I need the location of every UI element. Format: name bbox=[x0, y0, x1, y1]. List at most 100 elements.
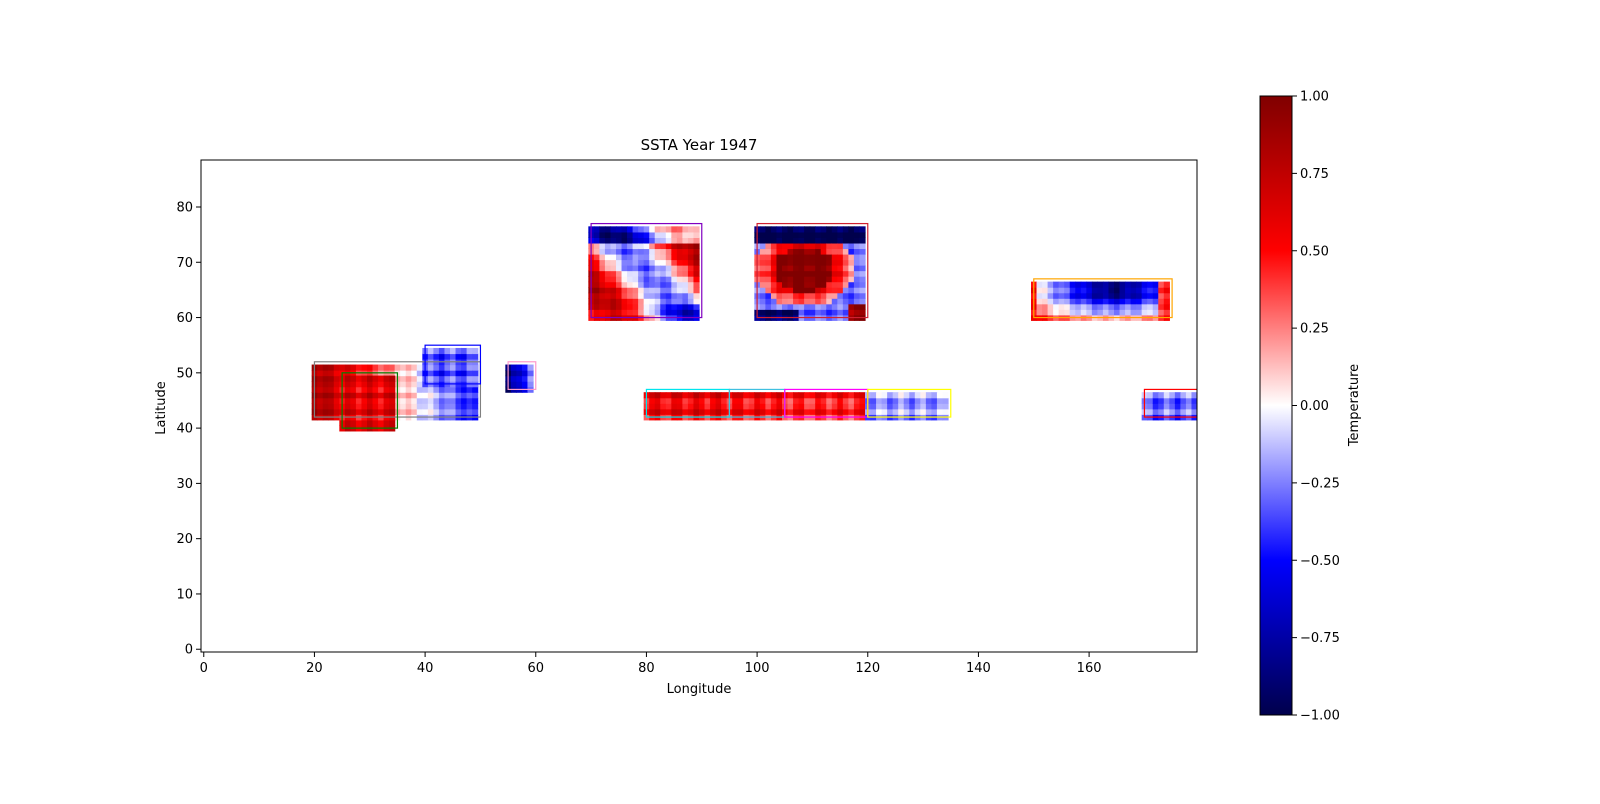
heatmap-cell bbox=[793, 237, 800, 244]
heatmap-cell bbox=[776, 237, 783, 244]
heatmap-cell bbox=[627, 281, 634, 288]
heatmap-cell bbox=[909, 397, 916, 404]
heatmap-cell bbox=[521, 370, 529, 377]
heatmap-cell bbox=[599, 276, 606, 283]
heatmap-cell bbox=[710, 408, 717, 415]
heatmap-cell bbox=[654, 303, 661, 310]
heatmap-cell bbox=[405, 375, 412, 382]
heatmap-cell bbox=[638, 276, 645, 283]
heatmap-cell bbox=[898, 408, 905, 415]
heatmap-cell bbox=[455, 370, 462, 377]
heatmap-cell bbox=[782, 309, 789, 316]
heatmap-cell bbox=[383, 397, 390, 404]
heatmap-cell bbox=[333, 375, 340, 382]
heatmap-cell bbox=[593, 231, 600, 238]
heatmap-cell bbox=[837, 226, 844, 233]
heatmap-cell bbox=[389, 392, 396, 399]
heatmap-cell bbox=[1152, 298, 1159, 305]
heatmap-cell bbox=[804, 292, 811, 299]
heatmap-cell bbox=[770, 276, 778, 283]
heatmap-cell bbox=[804, 397, 811, 404]
heatmap-cell bbox=[638, 226, 645, 233]
heatmap-cell bbox=[1058, 281, 1065, 288]
x-tick-label: 120 bbox=[855, 661, 880, 676]
heatmap-cell bbox=[876, 392, 883, 399]
heatmap-cell bbox=[627, 298, 634, 305]
heatmap-cell bbox=[820, 259, 827, 266]
heatmap-cell bbox=[693, 287, 700, 294]
heatmap-cell bbox=[715, 403, 722, 410]
heatmap-cell bbox=[798, 231, 805, 238]
heatmap-cell bbox=[593, 292, 600, 299]
heatmap-cell bbox=[1053, 281, 1060, 288]
heatmap-cell bbox=[770, 231, 778, 238]
heatmap-cell bbox=[693, 231, 700, 238]
heatmap-cell bbox=[450, 347, 457, 355]
heatmap-cell bbox=[599, 253, 606, 261]
heatmap-cell bbox=[682, 303, 689, 310]
heatmap-cell bbox=[1097, 281, 1104, 288]
heatmap-cell bbox=[643, 253, 650, 261]
heatmap-cell bbox=[776, 259, 783, 266]
heatmap-cell bbox=[870, 392, 877, 399]
heatmap-cell bbox=[322, 408, 329, 415]
heatmap-cell bbox=[1158, 309, 1165, 316]
heatmap-cell bbox=[405, 408, 412, 415]
heatmap-cell bbox=[687, 303, 695, 310]
heatmap-cell bbox=[842, 403, 849, 410]
heatmap-cell bbox=[853, 270, 861, 277]
heatmap-cell bbox=[798, 237, 805, 244]
heatmap-cell bbox=[1185, 408, 1193, 415]
heatmap-cell bbox=[416, 403, 423, 410]
heatmap-cell bbox=[665, 403, 672, 410]
heatmap-cell bbox=[793, 298, 800, 305]
heatmap-cell bbox=[649, 309, 656, 316]
heatmap-cell bbox=[676, 397, 683, 404]
heatmap-cell bbox=[715, 408, 722, 415]
heatmap-cell bbox=[859, 408, 866, 415]
heatmap-cell bbox=[765, 242, 772, 250]
heatmap-cell bbox=[770, 253, 778, 261]
heatmap-cell bbox=[770, 292, 778, 299]
heatmap-cell bbox=[809, 226, 816, 233]
heatmap-cell bbox=[776, 298, 783, 305]
heatmap-cell bbox=[355, 364, 363, 371]
heatmap-cell bbox=[344, 403, 351, 410]
heatmap-cell bbox=[710, 397, 717, 404]
heatmap-cell bbox=[1147, 281, 1154, 288]
heatmap-cell bbox=[400, 381, 407, 388]
heatmap-cell bbox=[361, 419, 368, 426]
heatmap-cell bbox=[621, 309, 628, 316]
colorbar bbox=[1259, 95, 1293, 716]
heatmap-cell bbox=[782, 226, 789, 233]
heatmap-cell bbox=[599, 242, 606, 250]
heatmap-cell bbox=[333, 381, 340, 388]
heatmap-cell bbox=[405, 397, 412, 404]
y-tick-label: 60 bbox=[176, 311, 193, 326]
heatmap-cell bbox=[748, 392, 755, 399]
heatmap-cell bbox=[516, 364, 523, 371]
heatmap-cell bbox=[1042, 309, 1049, 316]
heatmap-cell bbox=[776, 253, 783, 261]
heatmap-cell bbox=[1075, 281, 1082, 288]
heatmap-cell bbox=[671, 287, 678, 294]
heatmap-cell bbox=[693, 392, 700, 399]
heatmap-cell bbox=[372, 408, 379, 415]
heatmap-cell bbox=[793, 259, 800, 266]
heatmap-cell bbox=[693, 281, 700, 288]
colorbar-tick-label: −1.00 bbox=[1300, 709, 1340, 724]
heatmap-cell bbox=[820, 237, 827, 244]
heatmap-cell bbox=[1185, 403, 1193, 410]
heatmap-cell bbox=[643, 287, 650, 294]
heatmap-cell bbox=[787, 403, 794, 410]
heatmap-cell bbox=[1163, 303, 1170, 310]
heatmap-cell bbox=[660, 248, 667, 255]
heatmap-cell bbox=[322, 397, 329, 404]
heatmap-cell bbox=[842, 392, 849, 399]
heatmap-cell bbox=[1075, 298, 1082, 305]
heatmap-cell bbox=[521, 381, 529, 388]
heatmap-cell bbox=[682, 408, 689, 415]
heatmap-cell bbox=[671, 281, 678, 288]
heatmap-cell bbox=[621, 226, 628, 233]
heatmap-cell bbox=[1136, 309, 1143, 316]
